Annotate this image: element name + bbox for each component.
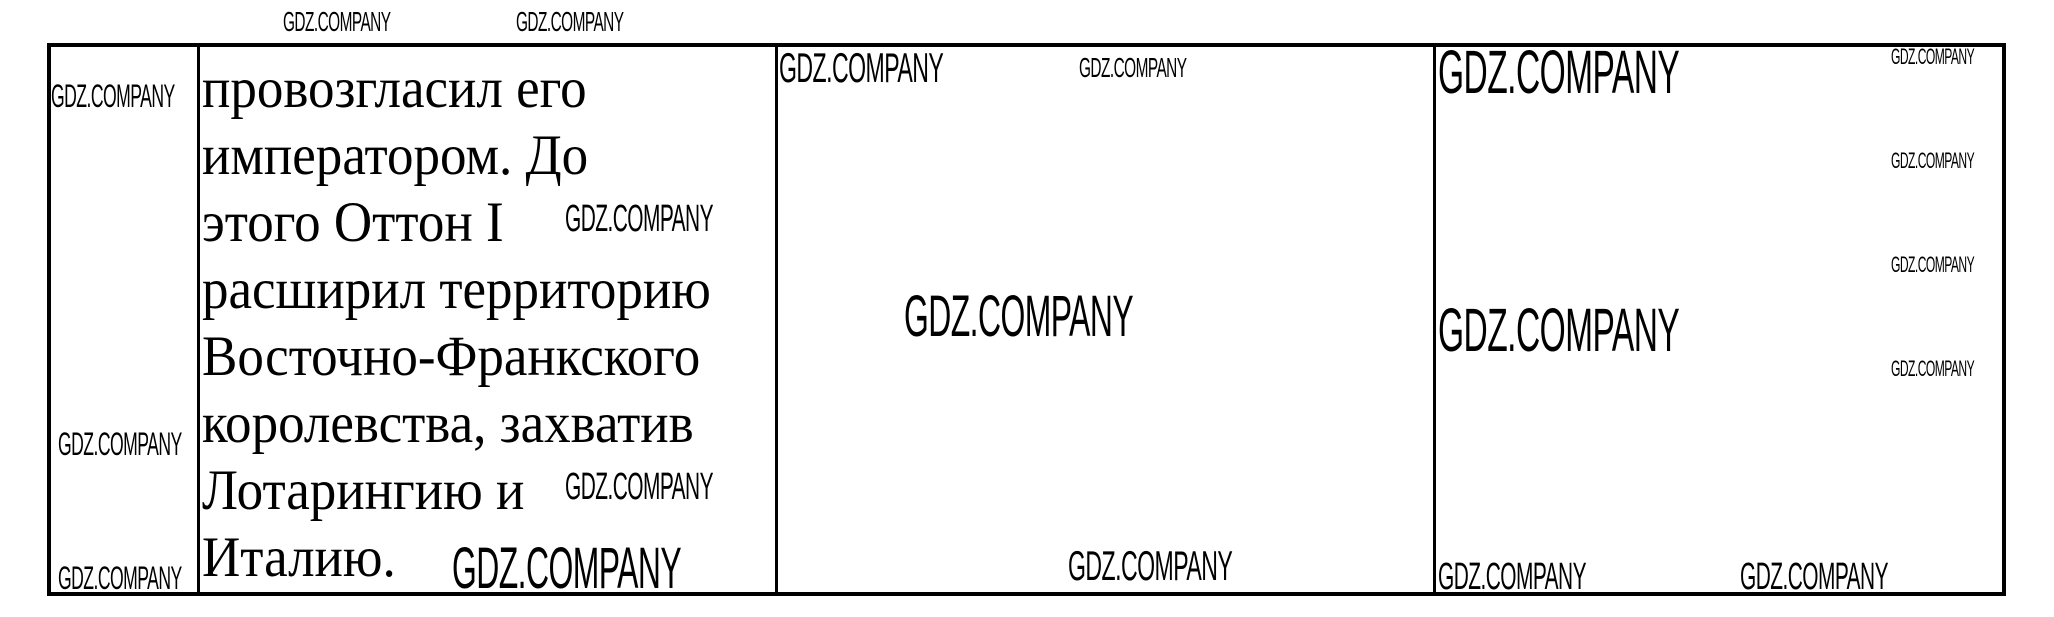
watermark: GDZ.COMPANY	[1891, 356, 1975, 381]
text-line: Италию.	[202, 526, 396, 589]
watermark: GDZ.COMPANY	[51, 78, 175, 114]
watermark: GDZ.COMPANY	[1068, 542, 1233, 589]
text-line: расширил территорию	[202, 258, 711, 321]
watermark: GDZ.COMPANY	[1891, 44, 1975, 69]
watermark: GDZ.COMPANY	[1438, 556, 1587, 598]
paragraph-text: провозгласил его императором. До этого О…	[202, 55, 749, 591]
watermark: GDZ.COMPANY	[1740, 556, 1889, 598]
watermark: GDZ.COMPANY	[516, 6, 624, 37]
watermark: GDZ.COMPANY	[58, 426, 182, 462]
column-divider	[775, 43, 778, 592]
table-frame	[47, 43, 2006, 596]
watermark: GDZ.COMPANY	[565, 198, 714, 240]
watermark: GDZ.COMPANY	[565, 466, 714, 508]
watermark: GDZ.COMPANY	[1438, 38, 1680, 106]
text-line: императором. До	[202, 124, 589, 187]
column-divider	[197, 43, 200, 592]
watermark: GDZ.COMPANY	[1079, 52, 1187, 83]
watermark: GDZ.COMPANY	[779, 44, 944, 91]
watermark: GDZ.COMPANY	[1891, 252, 1975, 277]
watermark: GDZ.COMPANY	[283, 6, 391, 37]
text-line: провозгласил его	[202, 57, 587, 120]
text-line: королевства, захватив	[202, 392, 694, 455]
watermark: GDZ.COMPANY	[1891, 148, 1975, 173]
watermark: GDZ.COMPANY	[904, 284, 1134, 349]
watermark: GDZ.COMPANY	[58, 560, 182, 596]
watermark: GDZ.COMPANY	[1438, 296, 1680, 364]
watermark: GDZ.COMPANY	[452, 536, 682, 601]
text-line: этого Оттон I	[202, 191, 504, 254]
text-line: Лотарингию и	[202, 459, 525, 522]
text-line: Восточно-Франкского	[202, 325, 701, 388]
column-divider	[1433, 43, 1436, 592]
